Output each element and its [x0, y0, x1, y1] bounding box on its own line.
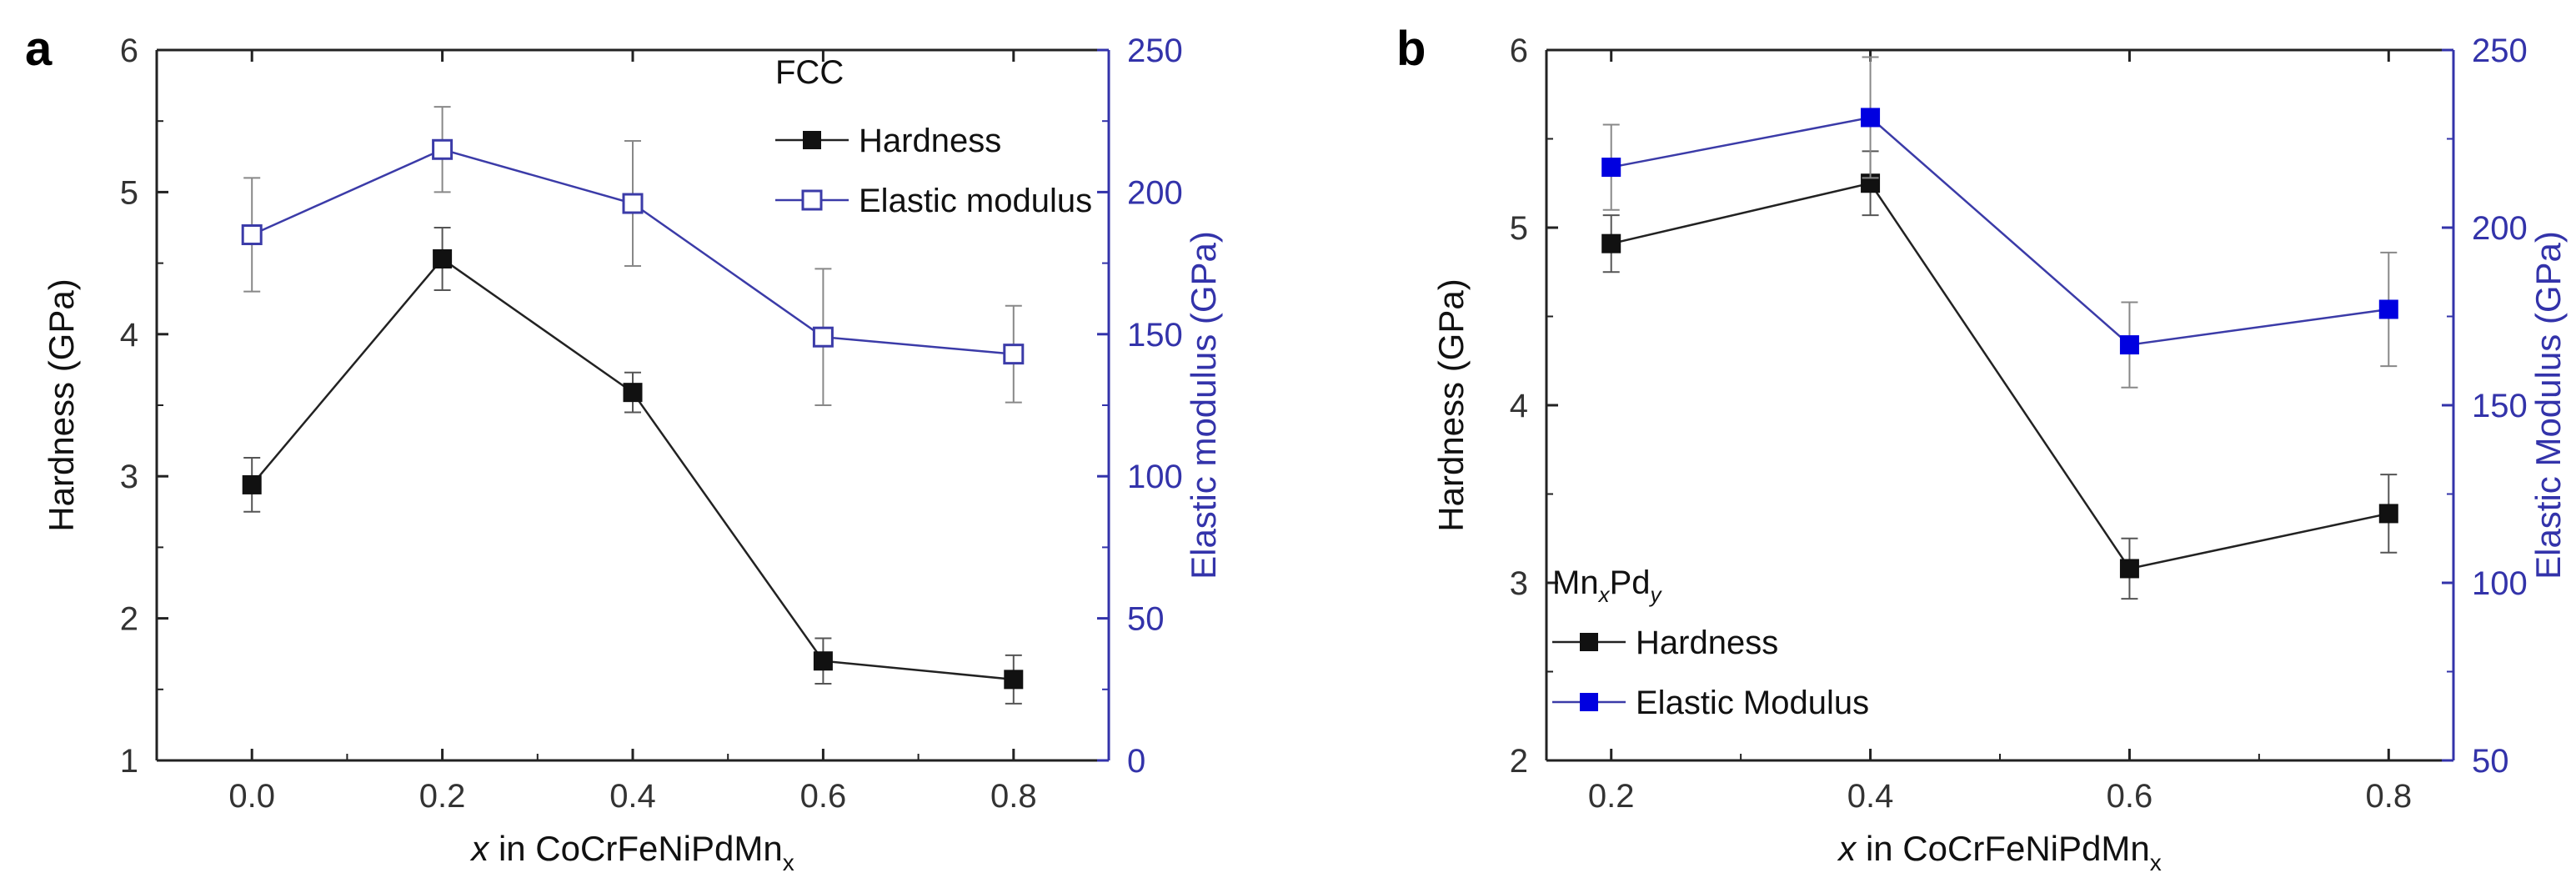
- y-right-tick-label: 50: [2472, 743, 2509, 780]
- x-tick-label: 0.2: [1588, 778, 1635, 815]
- data-point: [433, 248, 453, 268]
- data-point: [623, 383, 643, 403]
- y-left-axis-title: Hardness (GPa): [42, 278, 81, 531]
- series-elastic-modulus: [1601, 56, 2398, 389]
- series-elastic-modulus: [241, 106, 1025, 406]
- legend-title-tail: y: [1649, 582, 1663, 607]
- y-left-tick-label: 5: [120, 174, 138, 211]
- chart-panel-a: a 0.0 0.2 0.4 0.6 0.8 1 2 3 4 5 6 0 50 100 150 200 250 Har…: [25, 22, 1223, 875]
- legend-marker: [1580, 633, 1598, 651]
- x-tick-label: 0.6: [2107, 778, 2153, 815]
- x-tick-label: 0.4: [1847, 778, 1894, 815]
- legend-marker: [803, 131, 821, 149]
- y-right-axis-title: Elastic Modulus (GPa): [2528, 231, 2568, 579]
- legend-label: Elastic modulus: [859, 183, 1092, 219]
- panel-label: a: [25, 22, 53, 76]
- data-point: [432, 138, 454, 160]
- x-tick-label: 0.2: [419, 778, 466, 815]
- y-left-tick-label: 2: [1510, 743, 1528, 780]
- data-point: [2119, 335, 2139, 355]
- legend-title: MnxPdy: [1552, 564, 1663, 607]
- x-axis-title-sub: x: [783, 850, 794, 875]
- y-left-tick-label: 5: [1510, 210, 1528, 247]
- y-left-tick-label: 3: [1510, 565, 1528, 602]
- y-left-tick-label: 2: [120, 601, 138, 638]
- legend: FCC Hardness Elastic modulus: [775, 54, 1092, 219]
- legend: MnxPdy Hardness Elastic Modulus: [1552, 564, 1869, 721]
- y-right-tick-label: 100: [1127, 459, 1183, 495]
- data-point: [2378, 504, 2398, 524]
- data-point: [2119, 559, 2139, 579]
- data-point: [241, 224, 263, 246]
- legend-title-main: FCC: [775, 54, 844, 91]
- series-line: [1611, 182, 2389, 570]
- legend-label: Elastic Modulus: [1636, 685, 1869, 721]
- data-point: [1861, 108, 1881, 128]
- x-tick-label: 0.8: [2365, 778, 2412, 815]
- x-axis-title-main: in CoCrFeNiPdMn: [489, 829, 782, 868]
- y-right-tick-label: 200: [1127, 174, 1183, 211]
- y-right-tick-label: 50: [1127, 601, 1165, 638]
- y-left-tick-label: 3: [120, 459, 138, 495]
- y-right-tick-label: 100: [2472, 565, 2528, 602]
- x-axis-title-sub: x: [2150, 850, 2162, 875]
- y-right-tick-label: 250: [1127, 33, 1183, 69]
- y-right-tick-label: 0: [1127, 743, 1145, 780]
- y-right-tick-label: 200: [2472, 210, 2528, 247]
- series-line: [251, 257, 1014, 681]
- y-left-axis-title: Hardness (GPa): [1431, 278, 1471, 531]
- y-left-tick-label: 4: [120, 317, 138, 354]
- x-tick-label: 0.4: [609, 778, 656, 815]
- data-point: [1601, 158, 1621, 178]
- legend-label: Hardness: [859, 123, 1001, 159]
- y-right-tick-label: 250: [2472, 33, 2528, 69]
- y-right-tick-label: 150: [2472, 388, 2528, 424]
- x-axis-title-main: in CoCrFeNiPdMn: [1856, 829, 2149, 868]
- data-point: [242, 474, 262, 494]
- data-point: [1004, 670, 1024, 690]
- legend-label: Hardness: [1636, 625, 1778, 661]
- legend-title-mid: Pd: [1610, 564, 1651, 601]
- y-left-tick-label: 6: [1510, 33, 1528, 69]
- data-point: [812, 326, 834, 348]
- chart-panel-b: b 0.2 0.4 0.6 0.8 2 3 4 5 6 50 100 150 200 250 Hardness…: [1396, 22, 2568, 875]
- series-line: [1611, 116, 2389, 346]
- x-tick-label: 0.8: [990, 778, 1037, 815]
- data-point: [1003, 344, 1025, 365]
- legend-marker: [801, 189, 823, 211]
- y-left-tick-label: 6: [120, 33, 138, 69]
- data-point: [813, 651, 833, 671]
- x-axis-title-var: x: [1837, 829, 1857, 868]
- legend-title: FCC: [775, 54, 844, 91]
- legend-title-main: Mn: [1552, 564, 1599, 601]
- x-axis-title: x in CoCrFeNiPdMnx: [1837, 829, 2161, 875]
- series-hardness: [242, 227, 1024, 705]
- panel-label: b: [1396, 22, 1426, 76]
- data-point: [622, 193, 644, 214]
- series-hardness: [1601, 150, 2398, 600]
- x-axis-title-var: x: [469, 829, 490, 868]
- y-right-tick-label: 150: [1127, 317, 1183, 354]
- y-left-tick-label: 4: [1510, 388, 1528, 424]
- legend-marker: [1580, 693, 1598, 711]
- legend-title-sub: x: [1597, 582, 1611, 607]
- x-tick-label: 0.0: [228, 778, 275, 815]
- data-point: [1601, 233, 1621, 253]
- x-tick-label: 0.6: [800, 778, 847, 815]
- y-right-axis-title: Elastic modulus (GPa): [1184, 231, 1223, 579]
- x-axis-title: x in CoCrFeNiPdMnx: [469, 829, 794, 875]
- y-left-tick-label: 1: [120, 743, 138, 780]
- data-point: [2378, 299, 2398, 319]
